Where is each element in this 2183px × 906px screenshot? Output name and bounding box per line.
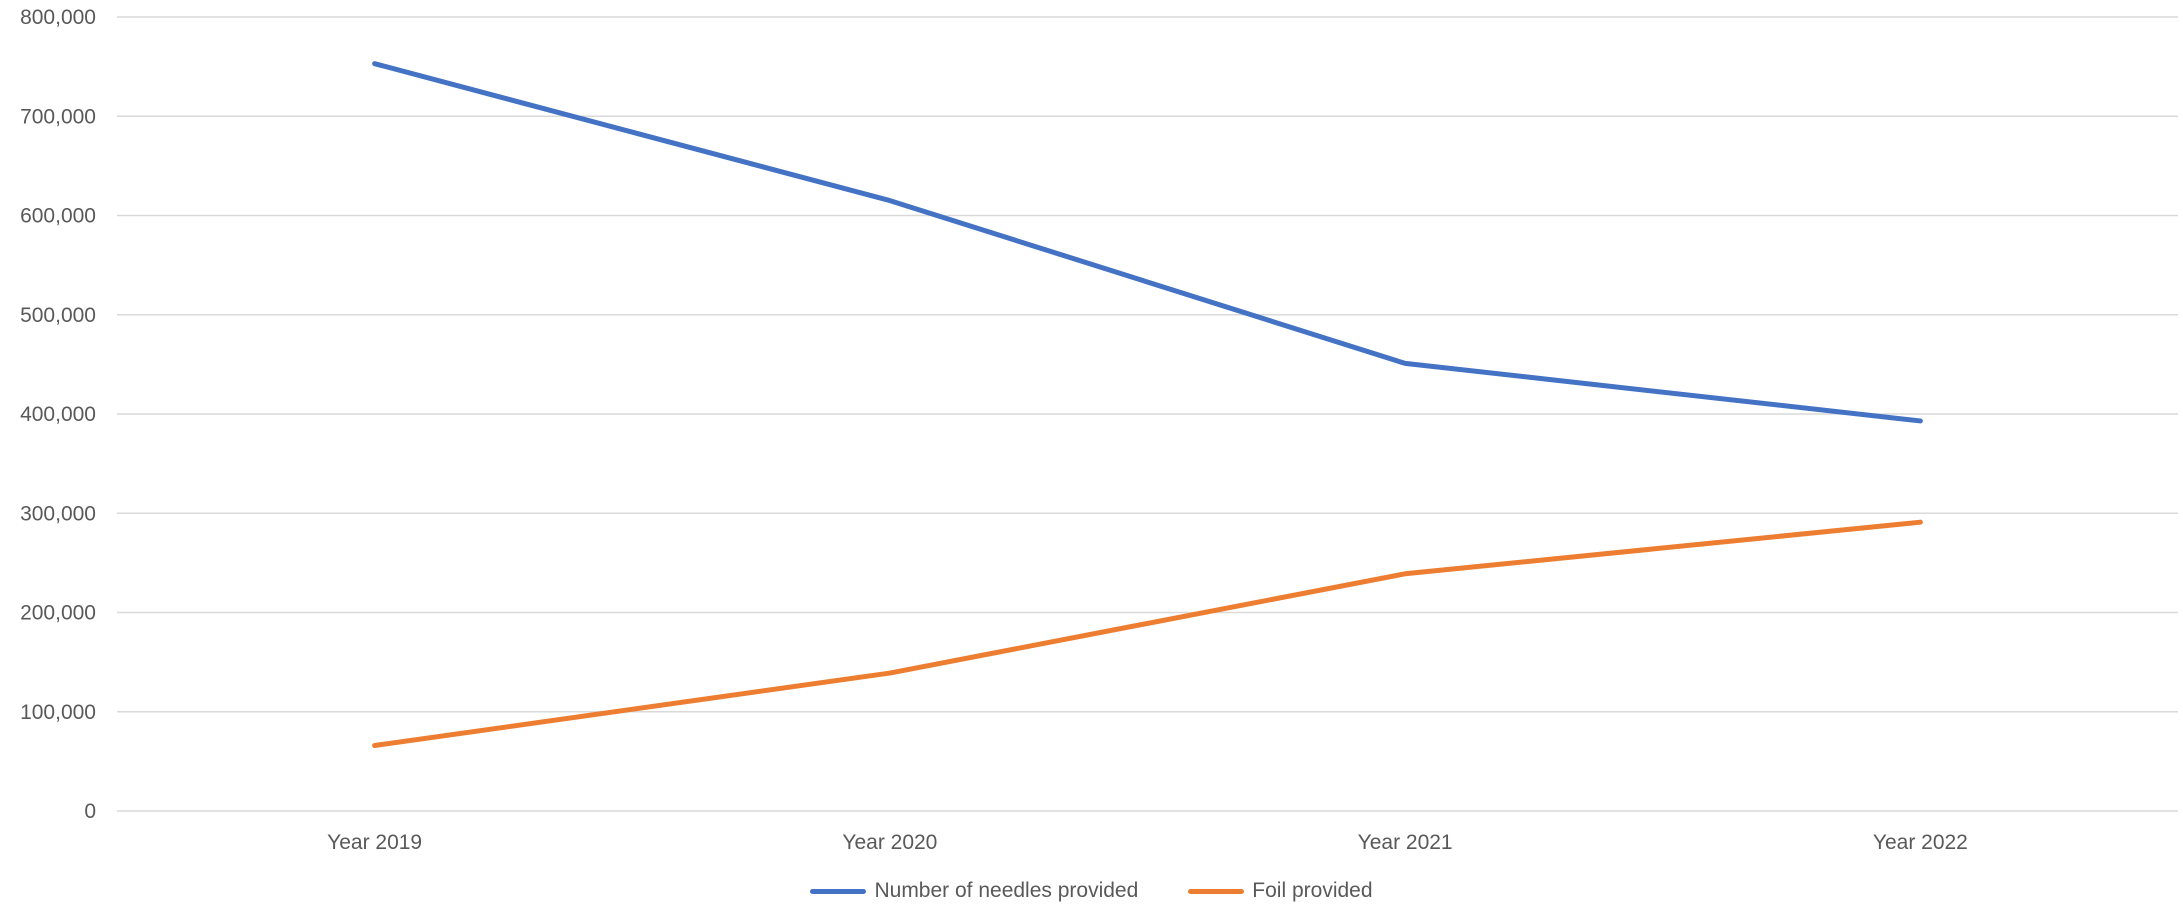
- y-tick-label: 300,000: [20, 502, 96, 525]
- legend-label-foil: Foil provided: [1252, 879, 1373, 902]
- legend: Number of needles provided Foil provided: [0, 876, 2183, 906]
- series-line-foil: [372, 519, 1923, 748]
- y-tick-label: 100,000: [20, 701, 96, 724]
- legend-swatch-needles: [810, 888, 867, 894]
- y-tick-label: 800,000: [20, 6, 96, 29]
- x-tick-label: Year 2021: [1358, 831, 1453, 854]
- legend-item-needles: Number of needles provided: [810, 879, 1138, 903]
- x-tick-label: Year 2022: [1873, 831, 1968, 854]
- y-tick-label: 400,000: [20, 403, 96, 426]
- series-line-needles: [372, 61, 1923, 424]
- x-axis: Year 2019 Year 2020 Year 2021 Year 2022: [327, 831, 1968, 854]
- y-tick-label: 0: [84, 800, 96, 823]
- legend-swatch-foil: [1188, 888, 1245, 894]
- y-tick-label: 700,000: [20, 105, 96, 128]
- y-tick-label: 500,000: [20, 304, 96, 327]
- y-tick-label: 600,000: [20, 205, 96, 228]
- series-lines: [372, 61, 1923, 748]
- x-tick-label: Year 2019: [327, 831, 422, 854]
- y-axis: 0 100,000 200,000 300,000 400,000 500,000 600,…: [20, 6, 96, 823]
- x-tick-label: Year 2020: [842, 831, 937, 854]
- legend-label-needles: Number of needles provided: [874, 879, 1139, 902]
- gridlines: [117, 16, 2178, 812]
- legend-item-foil: Foil provided: [1188, 879, 1373, 903]
- y-tick-label: 200,000: [20, 602, 96, 625]
